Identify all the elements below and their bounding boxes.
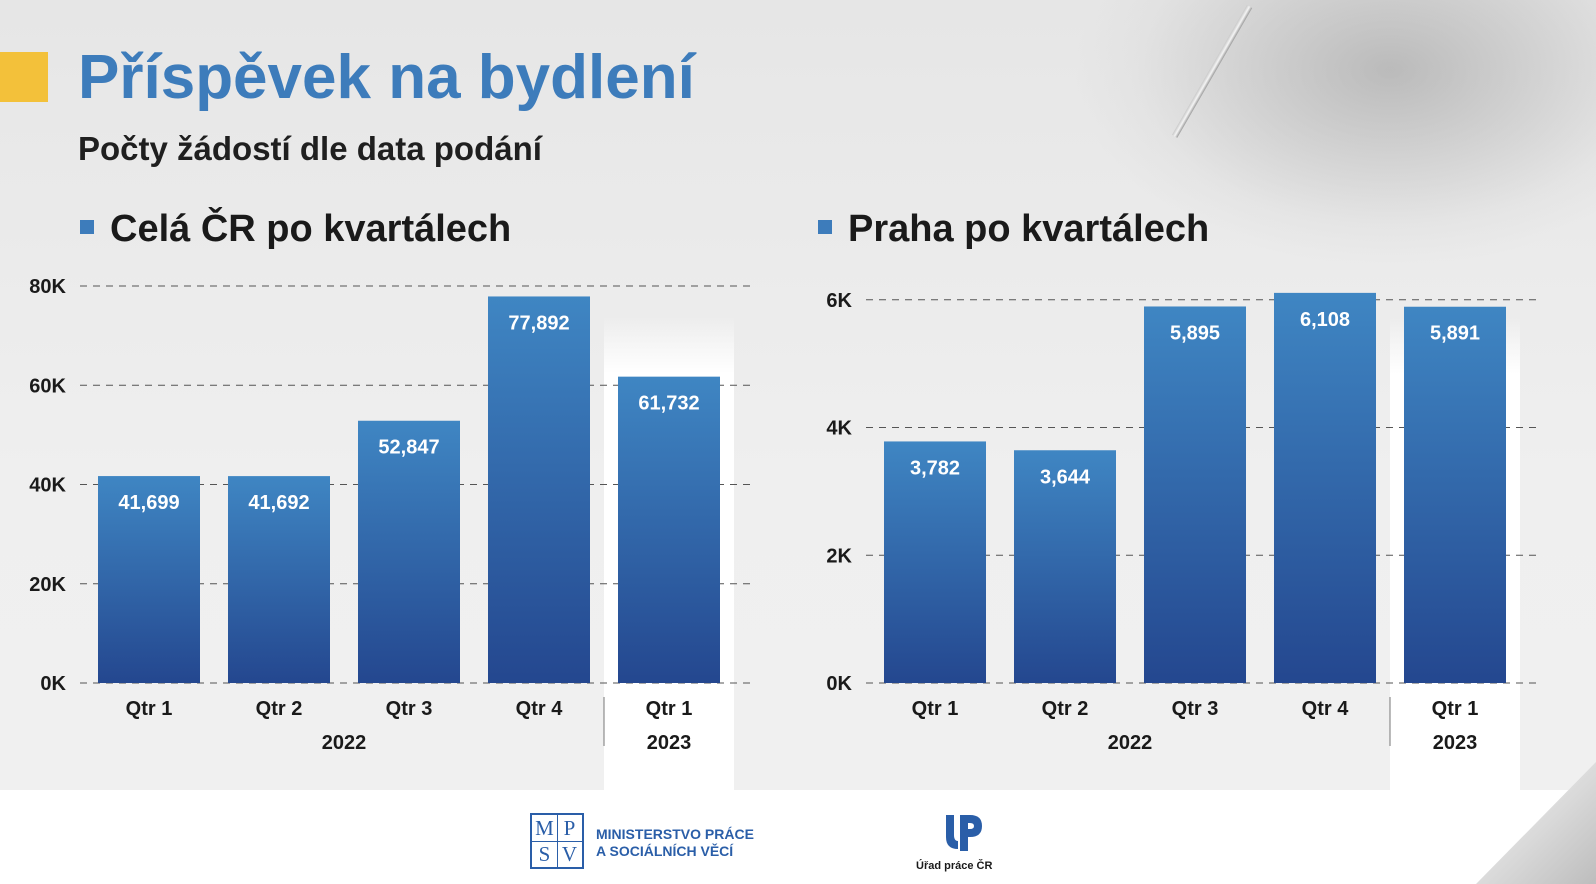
chart-heading-cr: Celá ČR po kvartálech [80, 208, 511, 251]
mpsv-name: MINISTERSTVO PRÁCE A SOCIÁLNÍCH VĚCÍ [596, 826, 754, 860]
page-subtitle: Počty žádostí dle data podání [78, 130, 542, 167]
mpsv-logo-letter: S [532, 841, 558, 867]
chart-title-cr: Celá ČR po kvartálech [110, 208, 512, 250]
bar [884, 441, 986, 683]
x-tick-label: Qtr 3 [1172, 698, 1219, 720]
heading-bullet-icon [80, 219, 94, 234]
urad-prace-caption: Úřad práce ČR [916, 860, 993, 872]
mpsv-logo-letter: V [561, 841, 578, 866]
y-tick-label: 0K [826, 673, 852, 695]
x-tick-label: Qtr 2 [1042, 698, 1089, 720]
y-tick-label: 60K [29, 375, 66, 397]
urad-prace-logo-icon [946, 815, 982, 851]
year-group-label: 2022 [1108, 732, 1153, 754]
chart-cela-cr: 0K 20K 40K 60K 80K 41,699 Qtr 1 41,692 Qtr 2 52,8… [29, 276, 752, 790]
bar-value-label: 6,108 [1300, 309, 1350, 331]
bar [358, 420, 460, 683]
bar-value-label: 3,644 [1040, 466, 1091, 488]
y-tick-label: 0K [40, 673, 66, 695]
y-tick-label: 6K [826, 290, 852, 312]
mpsv-logo-letter: M [532, 815, 558, 842]
bar-value-label: 77,892 [508, 312, 569, 334]
bar-value-label: 5,895 [1170, 322, 1220, 344]
year-group-label: 2022 [322, 732, 367, 754]
bar-value-label: 52,847 [378, 437, 439, 459]
x-tick-label: Qtr 3 [386, 698, 433, 720]
bar [1144, 306, 1246, 683]
bar [618, 376, 720, 683]
bar-value-label: 41,692 [248, 492, 309, 514]
x-tick-label: Qtr 4 [516, 698, 564, 720]
x-tick-label: Qtr 1 [912, 698, 959, 720]
x-tick-label: Qtr 2 [256, 698, 303, 720]
bar [228, 476, 330, 683]
bar [1404, 306, 1506, 683]
page-title: Příspěvek na bydlení [78, 43, 695, 112]
bar-value-label: 3,782 [910, 457, 960, 479]
bar [1014, 450, 1116, 683]
bar [98, 476, 200, 683]
x-tick-label: Qtr 1 [1432, 698, 1479, 720]
y-tick-label: 80K [29, 276, 66, 298]
mpsv-name-line2: A SOCIÁLNÍCH VĚCÍ [596, 843, 734, 859]
heading-bullet-icon [818, 219, 832, 234]
y-tick-label: 2K [826, 545, 852, 567]
y-tick-label: 4K [826, 418, 852, 440]
bar [1274, 292, 1376, 683]
mpsv-logo: M P S V [530, 813, 584, 869]
x-tick-label: Qtr 1 [126, 698, 173, 720]
year-group-label: 2023 [647, 732, 692, 754]
bar-value-label: 41,699 [118, 492, 179, 514]
chart-praha: 0K 2K 4K 6K 3,782 Qtr 1 3,644 Qtr 2 5,895 Qtr 3 6,… [826, 290, 1540, 790]
mpsv-name-line1: MINISTERSTVO PRÁCE [596, 826, 754, 842]
y-tick-label: 40K [29, 475, 66, 497]
title-accent-block [0, 52, 48, 102]
chart-title-praha: Praha po kvartálech [848, 208, 1210, 250]
mpsv-logo-letter: P [557, 815, 582, 842]
bar-value-label: 5,891 [1430, 323, 1480, 345]
chart-heading-praha: Praha po kvartálech [818, 208, 1209, 251]
year-group-label: 2023 [1433, 732, 1478, 754]
x-tick-label: Qtr 4 [1302, 698, 1350, 720]
footer [0, 790, 1596, 884]
y-tick-label: 20K [29, 574, 66, 596]
bar-value-label: 61,732 [638, 393, 699, 415]
bar [488, 296, 590, 683]
x-tick-label: Qtr 1 [646, 698, 693, 720]
